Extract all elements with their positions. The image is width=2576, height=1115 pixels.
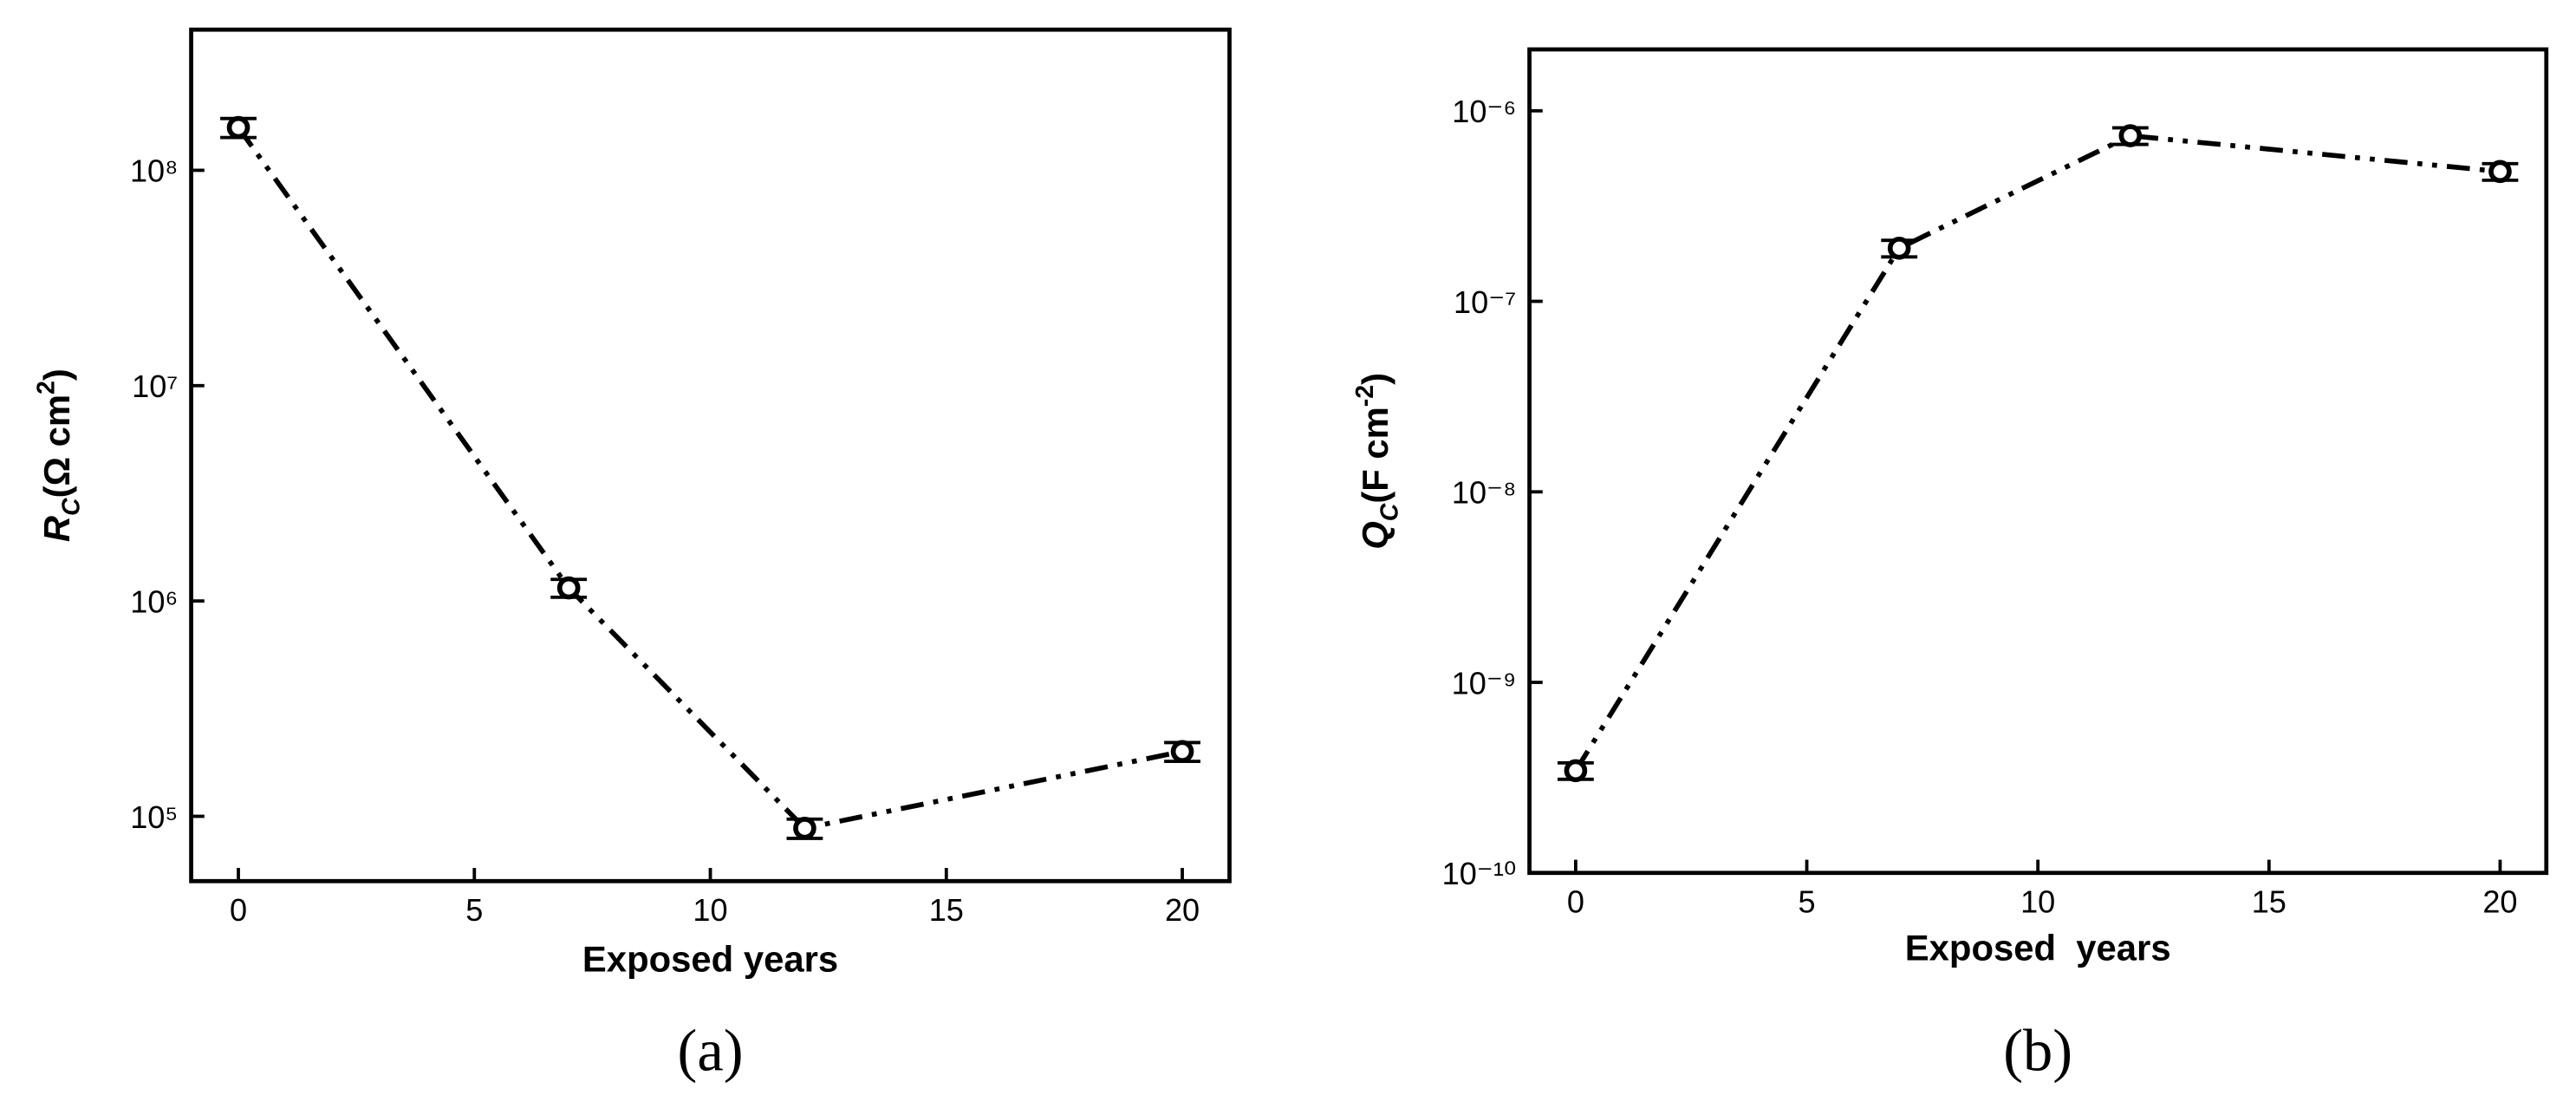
data-point [793, 816, 816, 840]
y-tick-label: 10⁸ [130, 153, 178, 189]
data-point [226, 115, 250, 140]
x-tick-label: 15 [2252, 884, 2287, 919]
y-tick-label: 10⁻⁷ [1454, 284, 1516, 320]
x-tick-label: 20 [2482, 884, 2517, 919]
y-label-symbol: R [36, 516, 77, 542]
y-tick-label: 10⁻⁶ [1452, 94, 1516, 129]
data-point [2118, 124, 2143, 147]
x-tick-label: 5 [465, 892, 483, 928]
x-tick-label: 0 [230, 892, 247, 928]
x-tick-label: 0 [1567, 884, 1584, 919]
plot-frame [189, 27, 1232, 884]
y-axis-label: RC(Ω cm2) [33, 368, 86, 542]
data-point [1564, 759, 1588, 783]
y-label-symbol: Q [1355, 521, 1396, 549]
y-label-unit: (Ω cm [36, 394, 77, 498]
data-point [1887, 236, 1911, 260]
y-label-superscript: 2 [33, 381, 61, 394]
x-tick-label: 5 [1798, 884, 1815, 919]
x-axis-label: Exposed years [1905, 927, 2171, 968]
x-tick-label: 15 [929, 892, 964, 928]
x-tick-label: 10 [693, 892, 727, 928]
data-point [1170, 740, 1194, 764]
y-label-unit: (F cm [1355, 407, 1395, 503]
y-label-superscript: -2 [1351, 385, 1379, 407]
data-point [556, 576, 581, 600]
x-axis-label: Exposed years [582, 939, 838, 980]
y-axis-label: QC(F cm-2) [1351, 373, 1404, 550]
y-label-end: ) [36, 368, 77, 381]
x-tick-label: 10 [2020, 884, 2055, 919]
panel-caption: (a) [678, 1018, 744, 1084]
y-tick-label: 10⁻⁸ [1452, 475, 1516, 511]
y-label-end: ) [1355, 373, 1395, 385]
series-line [236, 126, 1183, 831]
y-tick-label: 10⁻¹⁰ [1442, 856, 1517, 891]
y-tick-label: 10⁻⁹ [1452, 665, 1517, 701]
y-label-subscript: C [57, 498, 85, 516]
x-tick-label: 20 [1165, 892, 1200, 928]
panel-caption: (b) [2003, 1018, 2072, 1084]
series-line [1573, 133, 2501, 773]
y-label-subscript: C [1376, 503, 1403, 521]
y-tick-label: 10⁵ [130, 799, 178, 835]
y-tick-label: 10⁷ [132, 368, 178, 404]
plot-frame [1527, 47, 2549, 876]
y-tick-label: 10⁶ [130, 584, 178, 619]
data-point [2488, 160, 2512, 184]
